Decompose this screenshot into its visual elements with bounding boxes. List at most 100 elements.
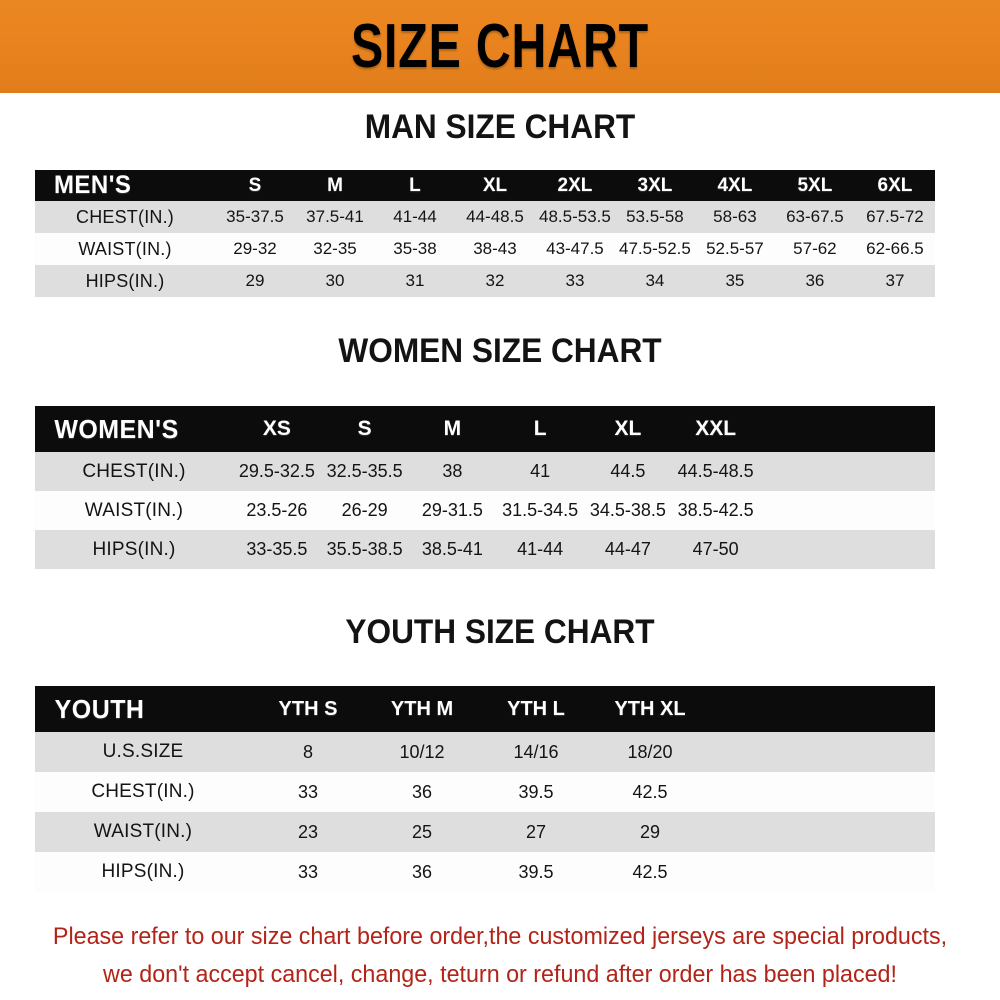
measurement-cell bbox=[821, 732, 935, 772]
row-label: HIPS(IN.) bbox=[92, 538, 176, 560]
measurement-cell: 53.5-58 bbox=[626, 207, 684, 226]
row-label: WAIST(IN.) bbox=[84, 499, 184, 521]
measurement-cell: 25 bbox=[411, 821, 433, 842]
measurement-cell: 58-63 bbox=[713, 207, 757, 226]
column-header-3xl: 3XL bbox=[637, 174, 673, 196]
measurement-cell: 37.5-41 bbox=[306, 207, 364, 226]
measurement-cell: 67.5-72 bbox=[866, 207, 924, 226]
measurement-cell: 8 bbox=[302, 741, 313, 762]
measurement-cell: 42.5 bbox=[632, 781, 668, 802]
women-size-table: WOMEN'S XS S M L XL XXL CHEST(IN.) 29.5-32.5 32.5… bbox=[35, 406, 935, 569]
measurement-cell: 41-44 bbox=[393, 207, 437, 226]
measurement-cell: 33 bbox=[297, 861, 319, 882]
table-row: CHEST(IN.) 29.5-32.5 32.5-35.5 38 41 44.5 44.5… bbox=[35, 452, 935, 491]
measurement-cell: 27 bbox=[525, 821, 547, 842]
measurement-cell: 47.5-52.5 bbox=[619, 239, 691, 258]
column-header-empty bbox=[821, 686, 935, 732]
measurement-cell: 44-47 bbox=[604, 539, 651, 559]
measurement-cell: 34.5-38.5 bbox=[589, 500, 666, 520]
measurement-cell: 63-67.5 bbox=[786, 207, 844, 226]
measurement-cell: 31 bbox=[405, 271, 425, 290]
table-row: CHEST(IN.) 35-37.5 37.5-41 41-44 44-48.5 48.5… bbox=[35, 201, 935, 233]
table-row: HIPS(IN.) 33-35.5 35.5-38.5 38.5-41 41-44 44-… bbox=[35, 530, 935, 569]
table-row: WAIST(IN.) 29-32 32-35 35-38 38-43 43-47.5 47.… bbox=[35, 233, 935, 265]
measurement-cell: 30 bbox=[325, 271, 345, 290]
column-header-5xl: 5XL bbox=[797, 174, 833, 196]
column-header-s: S bbox=[357, 417, 372, 440]
measurement-cell: 36 bbox=[805, 271, 825, 290]
measurement-cell: 29 bbox=[245, 271, 265, 290]
table-row: WAIST(IN.) 23 25 27 29 bbox=[35, 812, 935, 852]
measurement-cell: 33-35.5 bbox=[246, 539, 308, 559]
measurement-cell: 37 bbox=[885, 271, 905, 290]
measurement-cell: 38.5-42.5 bbox=[677, 500, 754, 520]
column-header-s: S bbox=[248, 174, 262, 196]
column-header-xs: XS bbox=[262, 417, 291, 440]
measurement-cell: 18/20 bbox=[627, 741, 673, 762]
column-header-m: M bbox=[327, 174, 343, 196]
column-header-empty bbox=[847, 406, 935, 452]
measurement-cell: 35.5-38.5 bbox=[326, 539, 403, 559]
page-banner: SIZE CHART bbox=[0, 0, 1000, 93]
column-header-m: M bbox=[443, 417, 462, 440]
measurement-cell bbox=[821, 852, 935, 892]
column-header-empty bbox=[760, 406, 848, 452]
measurement-cell: 47-50 bbox=[692, 539, 739, 559]
measurement-cell: 33 bbox=[565, 271, 585, 290]
measurement-cell: 29.5-32.5 bbox=[238, 461, 315, 481]
measurement-cell: 32 bbox=[485, 271, 505, 290]
measurement-cell bbox=[760, 491, 848, 530]
measurement-cell: 14/16 bbox=[513, 741, 559, 762]
measurement-cell: 44.5-48.5 bbox=[677, 461, 754, 481]
column-header-2xl: 2XL bbox=[557, 174, 593, 196]
measurement-cell: 62-66.5 bbox=[866, 239, 924, 258]
measurement-cell: 39.5 bbox=[518, 861, 554, 882]
banner-title: SIZE CHART bbox=[351, 11, 649, 81]
measurement-cell: 35-37.5 bbox=[226, 207, 284, 226]
measurement-cell bbox=[760, 452, 848, 491]
measurement-cell: 29 bbox=[639, 821, 661, 842]
row-label: CHEST(IN.) bbox=[76, 206, 174, 227]
measurement-cell: 39.5 bbox=[518, 781, 554, 802]
measurement-cell: 48.5-53.5 bbox=[539, 207, 611, 226]
measurement-cell: 44-48.5 bbox=[466, 207, 524, 226]
footer-line-2: we don't accept cancel, change, teturn o… bbox=[103, 961, 897, 988]
measurement-cell: 41 bbox=[530, 461, 551, 481]
footer-line-1: Please refer to our size chart before or… bbox=[52, 923, 948, 950]
table-header-row: WOMEN'S XS S M L XL XXL bbox=[35, 406, 935, 452]
measurement-cell: 23 bbox=[297, 821, 319, 842]
table-corner-label: MEN'S bbox=[53, 171, 132, 199]
man-size-table: MEN'S S M L XL 2XL 3XL 4XL 5XL 6XL CHEST(IN.) 35-37… bbox=[35, 170, 935, 297]
measurement-cell: 35 bbox=[725, 271, 745, 290]
column-header-yth-s: YTH S bbox=[278, 697, 338, 720]
measurement-cell bbox=[847, 491, 935, 530]
column-header-yth-xl: YTH XL bbox=[614, 697, 686, 720]
measurement-cell: 38-43 bbox=[473, 239, 517, 258]
table-row: WAIST(IN.) 23.5-26 26-29 29-31.5 31.5-34.5 34… bbox=[35, 491, 935, 530]
measurement-cell bbox=[707, 852, 821, 892]
row-label: WAIST(IN.) bbox=[93, 821, 193, 842]
measurement-cell: 23.5-26 bbox=[246, 500, 308, 520]
table-row: CHEST(IN.) 33 36 39.5 42.5 bbox=[35, 772, 935, 812]
column-header-empty bbox=[707, 686, 821, 732]
table-row: U.S.SIZE 8 10/12 14/16 18/20 bbox=[35, 732, 935, 772]
measurement-cell bbox=[760, 530, 848, 569]
measurement-cell: 10/12 bbox=[399, 741, 445, 762]
measurement-cell: 36 bbox=[411, 861, 433, 882]
measurement-cell bbox=[707, 732, 821, 772]
measurement-cell: 35-38 bbox=[393, 239, 437, 258]
row-label: U.S.SIZE bbox=[102, 741, 184, 762]
measurement-cell bbox=[821, 812, 935, 852]
table-corner-label: WOMEN'S bbox=[54, 413, 179, 444]
youth-section-title: YOUTH SIZE CHART bbox=[345, 613, 655, 651]
column-header-l: L bbox=[409, 174, 421, 196]
table-row: HIPS(IN.) 33 36 39.5 42.5 bbox=[35, 852, 935, 892]
measurement-cell: 38.5-41 bbox=[421, 539, 483, 559]
column-header-6xl: 6XL bbox=[877, 174, 913, 196]
measurement-cell: 57-62 bbox=[793, 239, 837, 258]
man-section-title: MAN SIZE CHART bbox=[364, 108, 636, 146]
measurement-cell: 36 bbox=[411, 781, 433, 802]
measurement-cell: 32.5-35.5 bbox=[326, 461, 403, 481]
measurement-cell bbox=[847, 530, 935, 569]
